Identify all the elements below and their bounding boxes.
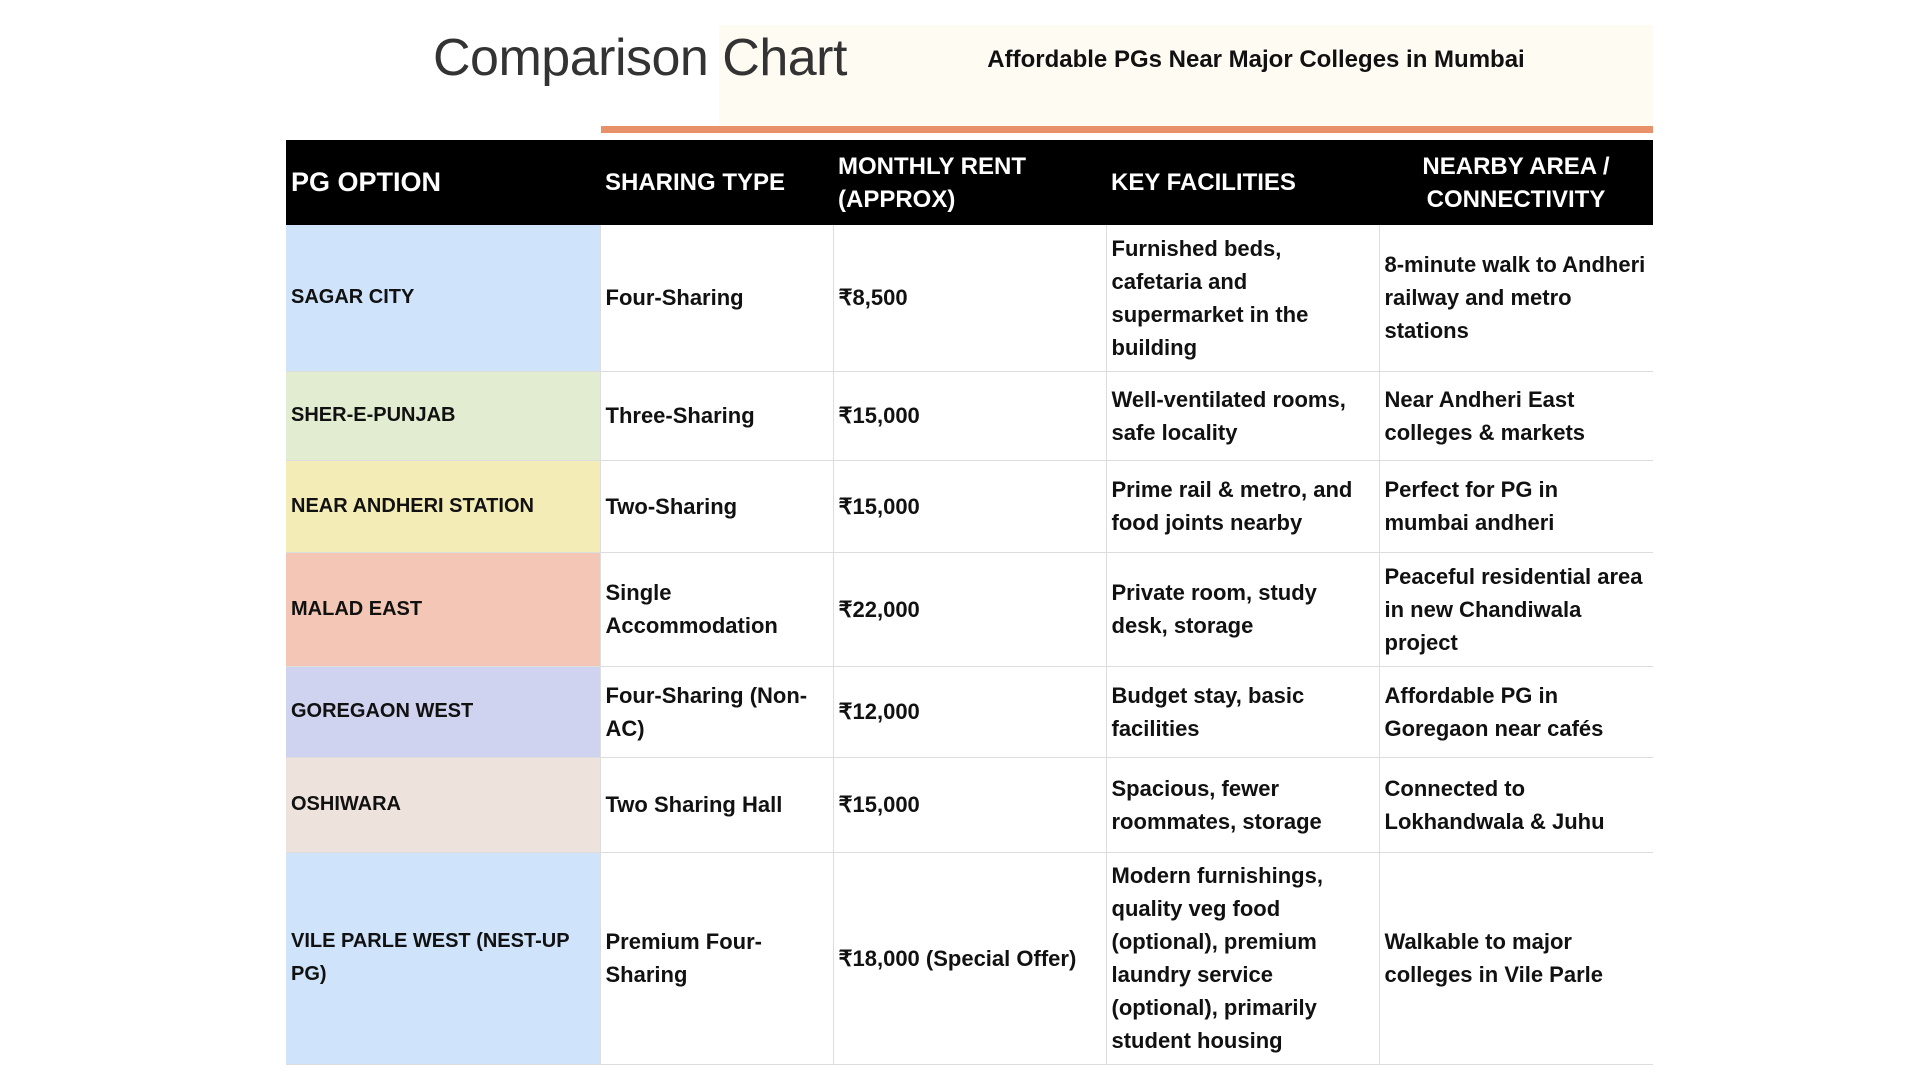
header-row: PG OPTION SHARING TYPE MONTHLY RENT (APPRO… [286, 140, 1653, 225]
table-row: GOREGAON WEST Four-Sharing (Non-AC) ₹12,00… [286, 666, 1653, 758]
pg-name-cell: SHER-E-PUNJAB [286, 371, 600, 461]
table-cell: Two Sharing Hall [599, 757, 833, 853]
column-header: SHARING TYPE [600, 140, 833, 225]
table-cell: Walkable to major colleges in Vile Parle [1378, 852, 1653, 1065]
table-cell: Modern furnishings, quality veg food (op… [1105, 852, 1379, 1065]
table-row: SHER-E-PUNJAB Three-Sharing ₹15,000 Well-ve… [286, 371, 1653, 461]
table-cell: Well-ventilated rooms, safe locality [1105, 371, 1379, 461]
pg-name-cell: GOREGAON WEST [286, 666, 600, 758]
table-row: SAGAR CITY Four-Sharing ₹8,500 Furnished be… [286, 225, 1653, 372]
table-row: MALAD EAST Single Accommodation ₹22,000 Pri… [286, 552, 1653, 667]
table-cell: 8-minute walk to Andheri railway and met… [1378, 225, 1653, 372]
table-cell: Peaceful residential area in new Chandiw… [1378, 552, 1653, 667]
table-cell: Spacious, fewer roommates, storage [1105, 757, 1379, 853]
table-cell: ₹22,000 [832, 552, 1106, 667]
table-cell: Affordable PG in Goregaon near cafés [1378, 666, 1653, 758]
pg-name-cell: OSHIWARA [286, 757, 600, 853]
table-row: OSHIWARA Two Sharing Hall ₹15,000 Spacious,… [286, 757, 1653, 853]
table-cell: ₹18,000 (Special Offer) [832, 852, 1106, 1065]
column-header: PG OPTION [286, 140, 600, 225]
pg-name-cell: VILE PARLE WEST (NEST-UP PG) [286, 852, 600, 1065]
table-cell: Perfect for PG in mumbai andheri [1378, 460, 1653, 553]
table-cell: ₹12,000 [832, 666, 1106, 758]
table-cell: Three-Sharing [599, 371, 833, 461]
table-cell: ₹15,000 [832, 757, 1106, 853]
accent-bar [601, 126, 1653, 133]
column-header: NEARBY AREA / CONNECTIVITY [1379, 140, 1653, 225]
table-cell: ₹15,000 [832, 460, 1106, 553]
subtitle: Affordable PGs Near Major Colleges in Mu… [987, 46, 1525, 73]
table-cell: Near Andheri East colleges & markets [1378, 371, 1653, 461]
pg-name-cell: SAGAR CITY [286, 225, 600, 372]
table-row: VILE PARLE WEST (NEST-UP PG) Premium Four… [286, 852, 1653, 1065]
column-header: KEY FACILITIES [1106, 140, 1379, 225]
table-cell: Prime rail & metro, and food joints near… [1105, 460, 1379, 553]
table-cell: Single Accommodation [599, 552, 833, 667]
pg-name-cell: MALAD EAST [286, 552, 600, 667]
table-cell: ₹8,500 [832, 225, 1106, 372]
table-cell: Four-Sharing (Non-AC) [599, 666, 833, 758]
column-header: MONTHLY RENT (APPROX) [833, 140, 1106, 225]
table-cell: Private room, study desk, storage [1105, 552, 1379, 667]
table-cell: ₹15,000 [832, 371, 1106, 461]
header-panel [719, 25, 1653, 126]
table-cell: Premium Four-Sharing [599, 852, 833, 1065]
table-cell: Four-Sharing [599, 225, 833, 372]
table-row: NEAR ANDHERI STATION Two-Sharing ₹15,000 Pr… [286, 460, 1653, 553]
table-cell: Connected to Lokhandwala & Juhu [1378, 757, 1653, 853]
comparison-table: PG OPTION SHARING TYPE MONTHLY RENT (APPRO… [286, 140, 1653, 1065]
table-cell: Two-Sharing [599, 460, 833, 553]
pg-name-cell: NEAR ANDHERI STATION [286, 460, 600, 553]
table-cell: Furnished beds, cafetaria and supermarke… [1105, 225, 1379, 372]
title: Comparison Chart [433, 29, 847, 87]
table-cell: Budget stay, basic facilities [1105, 666, 1379, 758]
